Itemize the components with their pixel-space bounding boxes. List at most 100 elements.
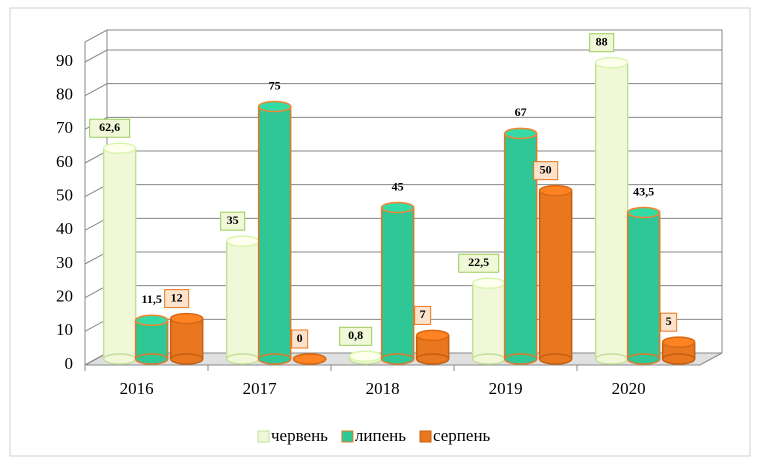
bar-top bbox=[380, 201, 415, 214]
bar bbox=[503, 127, 538, 365]
y-tick-label: 40 bbox=[56, 219, 73, 238]
bar bbox=[257, 100, 292, 365]
value-label: 45 bbox=[392, 179, 404, 193]
bar-body bbox=[627, 212, 660, 359]
bar-bottom bbox=[169, 353, 204, 365]
bar bbox=[626, 206, 661, 365]
bar bbox=[169, 312, 204, 365]
legend-swatch bbox=[341, 430, 354, 443]
y-tick-label: 10 bbox=[56, 320, 73, 339]
bar-body bbox=[539, 190, 572, 359]
value-label-box bbox=[89, 118, 131, 138]
bar bbox=[348, 350, 383, 365]
bar-body bbox=[504, 133, 537, 359]
value-label-box bbox=[458, 253, 500, 273]
bar bbox=[661, 336, 696, 365]
bar-bottom bbox=[626, 353, 661, 365]
x-tick-label: 2018 bbox=[366, 379, 400, 398]
bar-top bbox=[225, 235, 260, 247]
value-label: 12 bbox=[171, 290, 183, 304]
y-tick-label: 50 bbox=[56, 186, 73, 205]
bar-bottom bbox=[102, 353, 137, 365]
bar-top bbox=[134, 314, 169, 327]
legend-label: липень bbox=[355, 426, 406, 445]
bar-body bbox=[226, 241, 259, 359]
grid-line bbox=[84, 49, 722, 63]
bar-bottom bbox=[134, 353, 169, 365]
bar-bottom bbox=[380, 353, 415, 365]
bar bbox=[292, 353, 327, 365]
bar-top bbox=[257, 100, 292, 113]
bar bbox=[134, 314, 169, 365]
bar-top bbox=[169, 312, 204, 325]
bar-body bbox=[170, 318, 203, 359]
value-label: 7 bbox=[420, 307, 426, 321]
bar-body bbox=[135, 320, 168, 359]
y-tick-label: 20 bbox=[56, 287, 73, 306]
bar-bottom bbox=[415, 353, 450, 365]
value-label: 35 bbox=[227, 213, 239, 227]
bar bbox=[538, 184, 573, 365]
bar-body bbox=[381, 207, 414, 359]
bar bbox=[594, 56, 629, 365]
bar-body bbox=[258, 106, 291, 359]
bar bbox=[380, 201, 415, 365]
value-label-box bbox=[533, 161, 559, 181]
bar bbox=[225, 235, 260, 365]
bar-top bbox=[594, 56, 629, 69]
bar bbox=[415, 329, 450, 365]
x-tick-label: 2019 bbox=[489, 379, 523, 398]
bar-body bbox=[472, 283, 505, 359]
value-label-box bbox=[414, 305, 432, 325]
bar-top bbox=[538, 184, 573, 197]
legend-label: червень bbox=[271, 426, 328, 445]
bar-top bbox=[661, 336, 696, 348]
bar-top bbox=[102, 142, 137, 154]
value-label-box bbox=[291, 329, 309, 349]
bar-top bbox=[292, 353, 327, 365]
bar bbox=[471, 277, 506, 365]
value-label: 50 bbox=[540, 162, 552, 176]
bar-bottom bbox=[503, 353, 538, 365]
value-label: 62,6 bbox=[99, 120, 120, 134]
bar-bottom bbox=[257, 353, 292, 365]
value-label: 22,5 bbox=[468, 255, 489, 269]
bar-bottom bbox=[538, 353, 573, 365]
bar-top bbox=[415, 329, 450, 342]
bar-bottom bbox=[594, 353, 629, 365]
y-tick-label: 30 bbox=[56, 253, 73, 272]
bar-bottom bbox=[661, 353, 696, 365]
y-tick-label: 70 bbox=[56, 118, 73, 137]
value-label-box bbox=[220, 211, 246, 231]
value-label: 11,5 bbox=[141, 292, 161, 306]
value-label-box bbox=[589, 33, 615, 53]
legend-label: серпень bbox=[433, 426, 491, 445]
value-label-box bbox=[660, 312, 678, 332]
bar-body bbox=[103, 148, 136, 359]
bar-top bbox=[471, 277, 506, 289]
value-label: 67 bbox=[515, 105, 527, 119]
bar-body bbox=[595, 62, 628, 359]
bar-top bbox=[626, 206, 661, 219]
value-label: 0,8 bbox=[348, 328, 363, 342]
value-label: 75 bbox=[269, 78, 281, 92]
bar-top bbox=[503, 127, 538, 140]
y-tick-label: 60 bbox=[56, 152, 73, 171]
value-label-box bbox=[339, 326, 373, 346]
value-label-box bbox=[164, 289, 190, 309]
value-label: 5 bbox=[666, 314, 672, 328]
bar-body bbox=[416, 335, 449, 359]
bar-top bbox=[348, 350, 383, 363]
value-label: 88 bbox=[596, 34, 608, 48]
bar-bottom bbox=[225, 353, 260, 365]
x-tick-label: 2017 bbox=[243, 379, 278, 398]
value-label: 0 bbox=[297, 331, 303, 345]
grid-line bbox=[84, 83, 722, 97]
x-tick-label: 2020 bbox=[612, 379, 646, 398]
y-tick-label: 80 bbox=[56, 85, 73, 104]
value-label: 43,5 bbox=[633, 184, 654, 198]
y-tick-label: 90 bbox=[56, 51, 73, 70]
bar-bottom bbox=[471, 353, 506, 365]
x-tick-label: 2016 bbox=[120, 379, 154, 398]
